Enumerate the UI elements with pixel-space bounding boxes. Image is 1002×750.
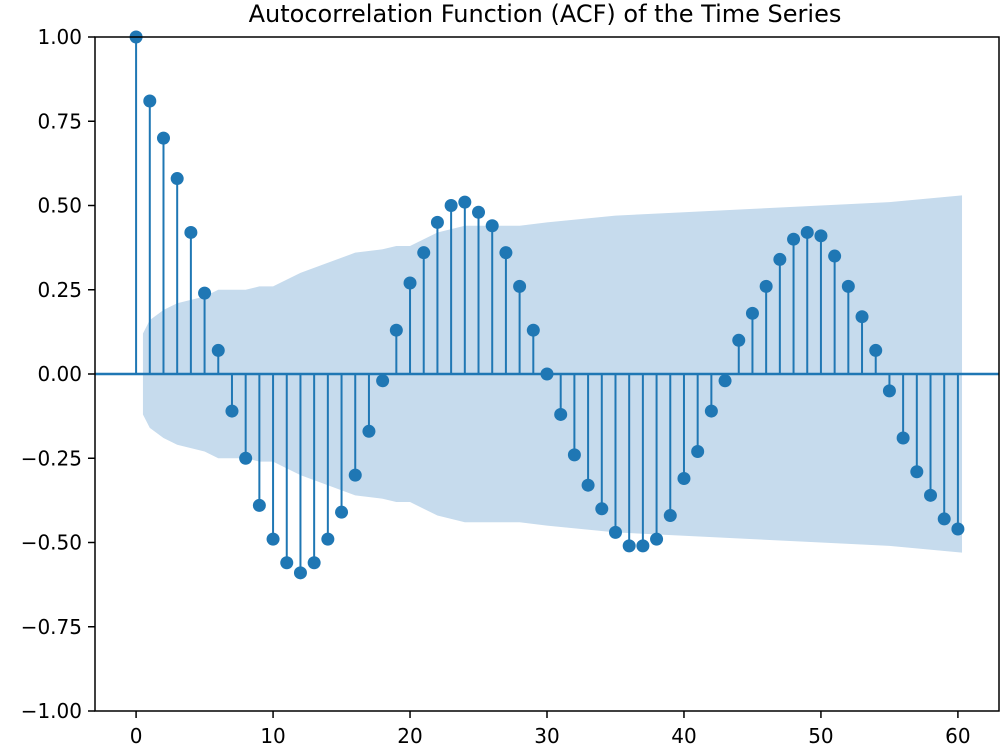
acf-marker-lag-18	[376, 374, 390, 388]
acf-marker-lag-6	[211, 343, 225, 357]
acf-marker-lag-16	[348, 468, 362, 482]
y-tick-label: 0.75	[37, 109, 82, 133]
acf-marker-lag-34	[595, 502, 609, 516]
acf-marker-lag-59	[937, 512, 951, 526]
x-tick-label: 40	[671, 724, 696, 748]
acf-marker-lag-19	[389, 323, 403, 337]
acf-marker-lag-15	[335, 505, 349, 519]
acf-marker-lag-35	[608, 525, 622, 539]
acf-marker-lag-46	[759, 279, 773, 293]
acf-marker-lag-2	[156, 131, 170, 145]
acf-marker-lag-38	[650, 532, 664, 546]
x-tick-label: 60	[945, 724, 970, 748]
y-axis-ticks: 1.00 0.75 0.50 0.25 0.00 −0.25 −0.50 −0.75 −1.00	[21, 25, 95, 723]
acf-marker-lag-23	[444, 199, 458, 212]
y-tick-label: −0.25	[21, 446, 82, 470]
y-tick-label: −1.00	[21, 699, 82, 723]
acf-marker-lag-12	[293, 566, 307, 580]
y-tick-label: −0.50	[21, 531, 82, 555]
acf-marker-lag-40	[677, 471, 691, 485]
y-tick-label: −0.75	[21, 615, 82, 639]
acf-marker-lag-37	[636, 539, 650, 553]
acf-marker-lag-27	[499, 246, 513, 260]
acf-marker-lag-3	[170, 172, 184, 186]
acf-marker-lag-25	[472, 205, 486, 219]
acf-marker-lag-4	[184, 225, 198, 239]
acf-marker-lag-55	[882, 384, 896, 398]
acf-marker-lag-1	[143, 94, 157, 108]
acf-marker-lag-21	[417, 246, 431, 260]
x-tick-label: 50	[808, 724, 833, 748]
acf-marker-lag-5	[198, 286, 212, 300]
acf-marker-lag-52	[841, 279, 855, 293]
y-tick-label: 0.50	[37, 194, 82, 218]
acf-marker-lag-31	[554, 407, 568, 421]
acf-marker-lag-39	[663, 509, 677, 523]
x-tick-label: 0	[130, 724, 143, 748]
marker-layer	[129, 30, 965, 580]
y-tick-label: 0.00	[37, 362, 82, 386]
acf-marker-lag-22	[430, 215, 444, 229]
acf-marker-lag-33	[581, 478, 595, 492]
acf-marker-lag-60	[951, 522, 965, 536]
acf-marker-lag-54	[869, 343, 883, 357]
acf-marker-lag-24	[458, 195, 472, 209]
acf-marker-lag-36	[622, 539, 636, 553]
acf-marker-lag-51	[828, 249, 842, 263]
acf-marker-lag-47	[773, 252, 787, 266]
acf-marker-lag-56	[896, 431, 910, 445]
stem-layer	[135, 37, 959, 573]
acf-marker-lag-20	[403, 276, 417, 290]
y-tick-label: 1.00	[37, 25, 82, 49]
acf-marker-lag-26	[485, 219, 499, 233]
x-tick-label: 10	[260, 724, 285, 748]
acf-marker-lag-7	[225, 404, 239, 418]
acf-marker-lag-11	[280, 556, 294, 570]
acf-marker-lag-57	[910, 465, 924, 479]
acf-marker-lag-48	[787, 232, 801, 246]
acf-marker-lag-9	[252, 498, 266, 512]
acf-marker-lag-58	[924, 488, 938, 502]
acf-marker-lag-32	[567, 448, 581, 462]
acf-marker-lag-44	[732, 333, 746, 347]
acf-marker-lag-28	[513, 279, 527, 293]
acf-marker-lag-49	[800, 225, 814, 239]
acf-marker-lag-50	[814, 229, 828, 243]
acf-marker-lag-41	[691, 445, 705, 459]
acf-marker-lag-42	[704, 404, 718, 418]
chart-title: Autocorrelation Function (ACF) of the Ti…	[249, 0, 842, 28]
acf-marker-lag-53	[855, 310, 869, 324]
acf-marker-lag-8	[239, 451, 253, 465]
x-axis-ticks: 0 10 20 30 40 50 60	[130, 711, 971, 748]
x-tick-label: 20	[397, 724, 422, 748]
acf-marker-lag-10	[266, 532, 280, 546]
acf-marker-lag-13	[307, 556, 321, 570]
acf-marker-lag-14	[321, 532, 335, 546]
acf-marker-lag-29	[526, 323, 540, 337]
acf-marker-lag-30	[540, 367, 554, 381]
acf-marker-lag-45	[745, 306, 759, 320]
acf-marker-lag-17	[362, 424, 376, 438]
acf-marker-lag-43	[718, 374, 732, 388]
y-tick-label: 0.25	[37, 278, 82, 302]
x-tick-label: 30	[534, 724, 559, 748]
